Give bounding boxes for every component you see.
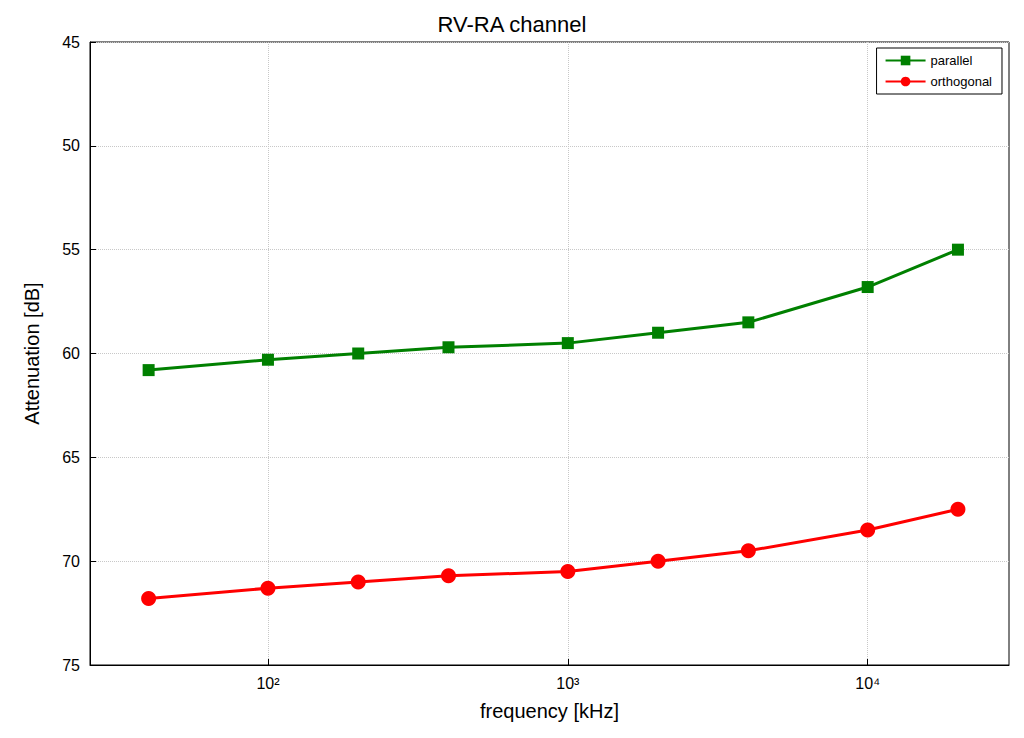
svg-text:RV-RA channel: RV-RA channel <box>438 12 587 37</box>
svg-text:10⁴: 10⁴ <box>855 675 880 692</box>
svg-text:65: 65 <box>62 449 80 466</box>
svg-text:50: 50 <box>62 137 80 154</box>
svg-text:Attenuation [dB]: Attenuation [dB] <box>21 282 43 424</box>
svg-text:10²: 10² <box>256 675 280 692</box>
svg-text:45: 45 <box>62 34 80 51</box>
svg-text:orthogonal: orthogonal <box>931 74 993 89</box>
svg-text:55: 55 <box>62 241 80 258</box>
svg-text:parallel: parallel <box>931 53 973 68</box>
svg-text:70: 70 <box>62 553 80 570</box>
svg-text:10³: 10³ <box>556 675 580 692</box>
svg-text:60: 60 <box>62 345 80 362</box>
svg-text:frequency [kHz]: frequency [kHz] <box>480 700 619 722</box>
svg-text:75: 75 <box>62 657 80 674</box>
